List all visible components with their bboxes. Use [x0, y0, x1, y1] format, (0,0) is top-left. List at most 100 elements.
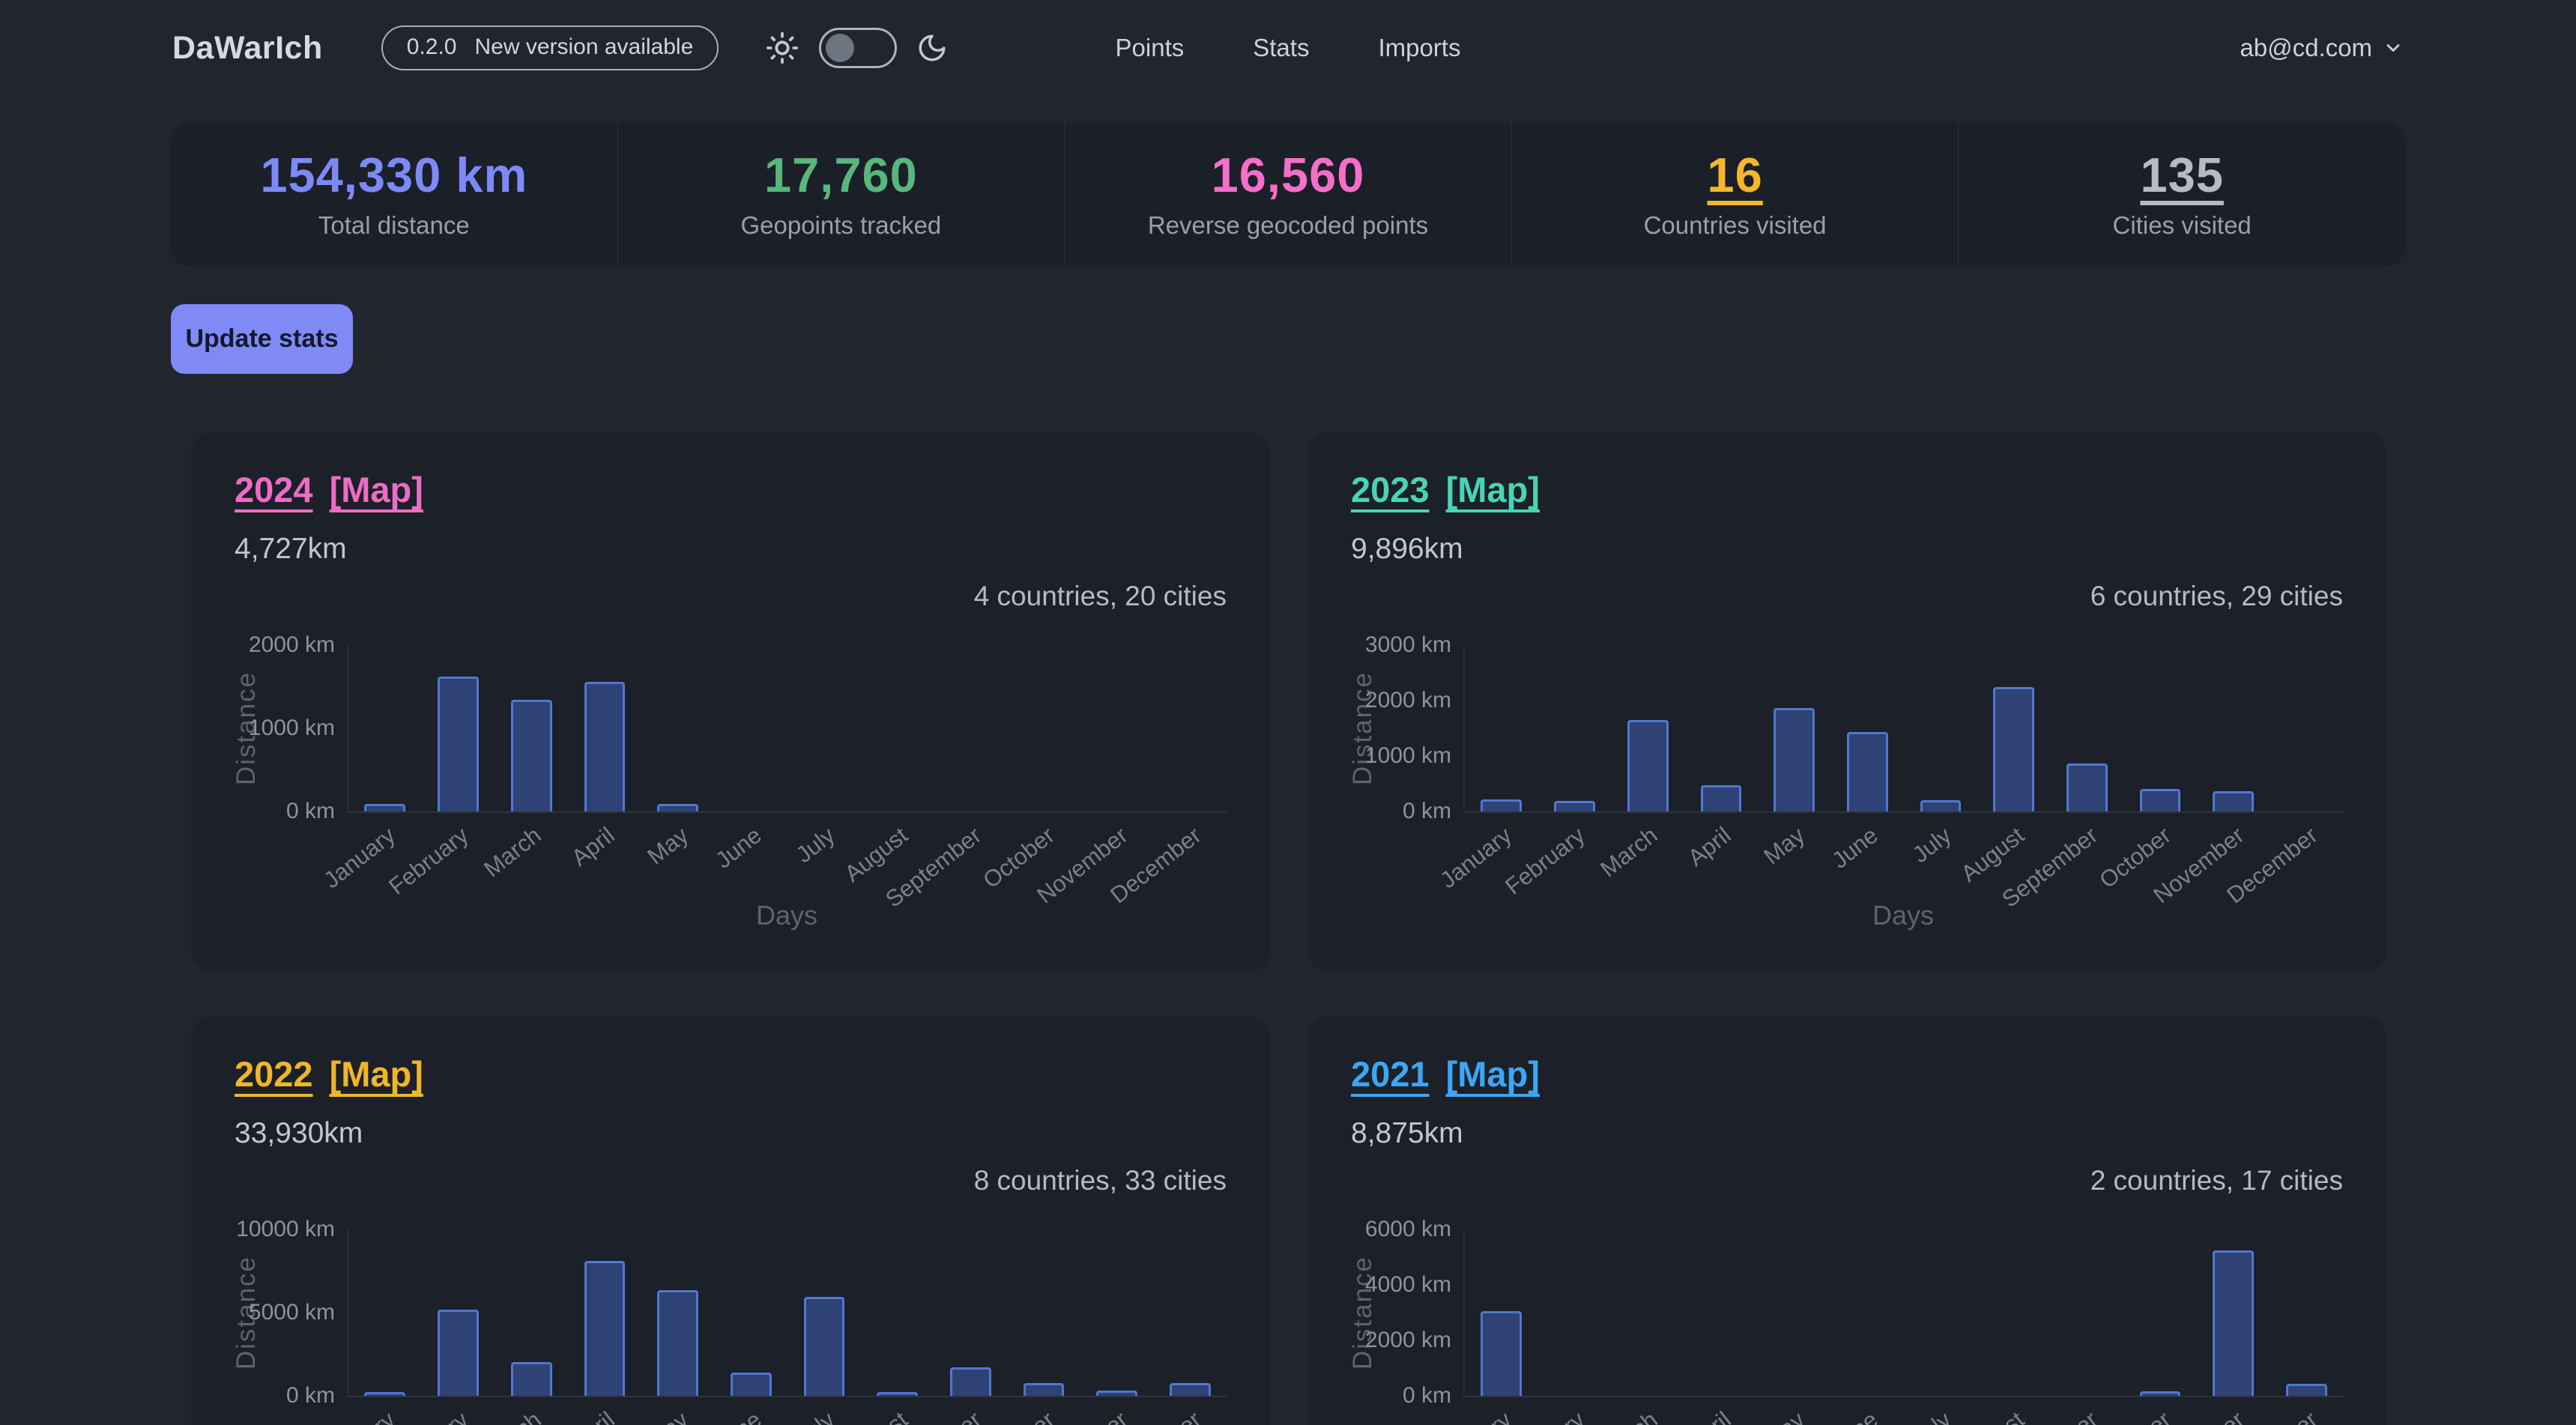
year-link[interactable]: 2021 — [1351, 1054, 1430, 1094]
version-badge[interactable]: 0.2.0 New version available — [381, 25, 719, 70]
stat-label: Total distance — [318, 211, 470, 239]
y-axis-ticks: 0 km 1000 km 2000 km — [235, 634, 335, 823]
chart-slot — [1684, 645, 1758, 812]
chart-bar — [584, 681, 626, 812]
chart-slot — [2123, 645, 2197, 812]
x-tick-label: August — [840, 1406, 913, 1425]
chart-slot — [1465, 1229, 1538, 1397]
chart-bar — [1846, 732, 1888, 812]
chart-slot — [861, 1229, 934, 1397]
nav-stats[interactable]: Stats — [1253, 34, 1310, 61]
y-axis-ticks: 0 km 5000 km 10000 km — [235, 1218, 335, 1407]
app-logo[interactable]: DaWarIch — [172, 29, 323, 66]
chart-bar — [2213, 791, 2254, 812]
x-tick-label: March — [1595, 822, 1663, 883]
chart-bar — [2139, 1391, 2181, 1397]
chart-slot — [1611, 1229, 1684, 1396]
chart-plot — [1463, 645, 2343, 814]
y-tick-label: 1000 km — [1364, 743, 1451, 769]
version-number: 0.2.0 — [406, 34, 457, 59]
year-link[interactable]: 2024 — [235, 470, 313, 509]
stat-cell: 16,560 Reverse geocoded points — [1064, 123, 1511, 267]
chart-slot — [787, 1229, 861, 1397]
nav-imports[interactable]: Imports — [1378, 34, 1461, 61]
chart-slot — [1684, 1229, 1758, 1396]
chart-slot — [2123, 1229, 2197, 1397]
stat-value[interactable]: 135 — [2140, 147, 2224, 202]
x-tick-label: July — [1907, 1406, 1956, 1425]
chart-slot — [1830, 645, 1904, 812]
x-tick-label: March — [1596, 1406, 1663, 1425]
x-tick-label: July — [790, 1406, 840, 1425]
y-tick-label: 2000 km — [248, 632, 335, 658]
update-stats-button[interactable]: Update stats — [171, 304, 353, 374]
chart-slot — [1904, 1229, 1977, 1396]
chart-slot — [2270, 645, 2343, 811]
map-link[interactable]: [Map] — [329, 470, 423, 509]
x-tick-label: July — [790, 822, 840, 868]
app-header: DaWarIch 0.2.0 New version available Poi… — [0, 0, 2576, 96]
year-summary: 2 countries, 17 cities — [2090, 1165, 2343, 1196]
chart-slot — [1611, 645, 1684, 812]
chart-slot — [641, 1229, 715, 1397]
y-tick-label: 2000 km — [1364, 688, 1451, 713]
year-cards-grid: 2024 [Map] 4,727km 4 countries, 20 citie… — [191, 432, 2386, 1425]
stat-value: 154,330 km — [260, 147, 528, 202]
chart-slot — [568, 1229, 641, 1397]
year-distance: 8,875km — [1351, 1117, 1463, 1150]
chart-bar — [1627, 719, 1669, 812]
chart-bar — [949, 1367, 991, 1397]
chart-slot — [348, 1229, 422, 1397]
y-tick-label: 0 km — [1402, 1383, 1451, 1409]
y-axis-ticks: 0 km 2000 km 4000 km 6000 km — [1351, 1218, 1451, 1407]
map-link[interactable]: [Map] — [1445, 1054, 1540, 1094]
x-axis-ticks: JanuaryFebruaryMarchAprilMayJuneJulyAugu… — [1435, 1397, 2343, 1425]
chart-slot — [2050, 645, 2123, 812]
stat-label: Countries visited — [1643, 211, 1827, 239]
chart-bar — [2066, 763, 2108, 812]
year-link[interactable]: 2023 — [1351, 470, 1430, 509]
stat-value[interactable]: 16 — [1707, 147, 1763, 202]
x-tick-label: October — [2095, 1406, 2177, 1425]
theme-toggle[interactable] — [819, 28, 898, 68]
chart-bar — [1700, 784, 1742, 812]
sun-icon — [765, 31, 799, 65]
x-tick-label: April — [1684, 1406, 1737, 1425]
year-card-title: 2021 [Map] — [1351, 1054, 2343, 1095]
stat-cell: 17,760 Geopoints tracked — [617, 123, 1065, 267]
map-link[interactable]: [Map] — [1445, 470, 1540, 509]
year-link[interactable]: 2022 — [235, 1054, 313, 1094]
stats-bar: 154,330 km Total distance 17,760 Geopoints … — [171, 123, 2405, 267]
chart-slot — [348, 645, 422, 812]
year-distance: 9,896km — [1351, 533, 1463, 566]
chart-bar — [510, 1361, 552, 1397]
stat-cell: 135 Cities visited — [1958, 123, 2405, 267]
x-axis-ticks: JanuaryFebruaryMarchAprilMayJuneJulyAugu… — [318, 1397, 1227, 1425]
chart-slot — [1758, 1229, 1831, 1396]
stat-cell: 154,330 km Total distance — [171, 123, 617, 267]
chart-bar — [1481, 799, 1523, 812]
map-link[interactable]: [Map] — [329, 1054, 423, 1094]
chart-slot — [934, 645, 1007, 811]
x-tick-label: February — [1500, 1406, 1590, 1425]
stat-cell: 16 Countries visited — [1511, 123, 1959, 267]
chart-bar — [877, 1392, 918, 1397]
x-axis-title: Days — [1872, 900, 1935, 931]
y-tick-label: 4000 km — [1364, 1272, 1451, 1298]
theme-toggle-knob — [826, 34, 855, 62]
chart-slot — [1080, 645, 1154, 811]
chart-slot — [1538, 1229, 1612, 1396]
year-summary: 6 countries, 29 cities — [2090, 581, 2343, 612]
account-email: ab@cd.com — [2240, 34, 2372, 61]
chart-slot — [422, 1229, 495, 1397]
nav-points[interactable]: Points — [1115, 34, 1185, 61]
chart-slot — [641, 645, 715, 812]
year-card-title: 2022 [Map] — [235, 1054, 1227, 1095]
stat-label: Reverse geocoded points — [1147, 211, 1429, 239]
account-menu[interactable]: ab@cd.com — [2240, 34, 2404, 62]
x-tick-label: March — [480, 1406, 547, 1425]
chart-bar — [730, 1372, 772, 1397]
